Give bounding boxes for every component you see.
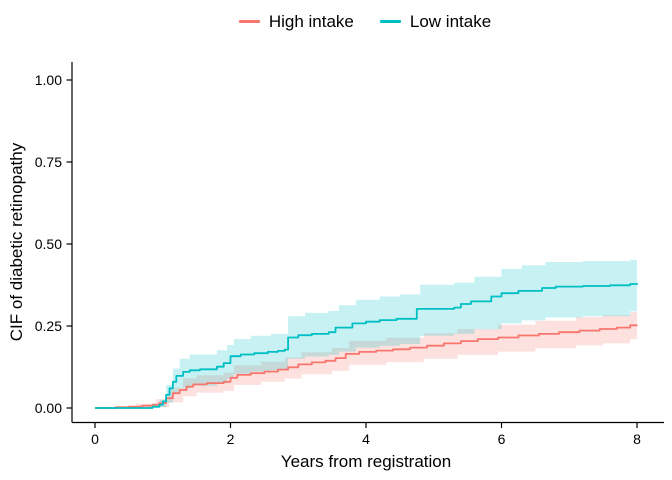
y-axis-title: CIF of diabetic retinopathy: [7, 142, 26, 342]
svg-text:0.00: 0.00: [35, 400, 62, 416]
legend-item-high-intake: High intake: [238, 11, 354, 31]
svg-text:0.75: 0.75: [35, 154, 62, 170]
legend-key-line-low-intake: [379, 19, 401, 23]
x-axis-title: Years from registration: [280, 452, 452, 471]
svg-text:4: 4: [362, 431, 370, 447]
legend-label-low-intake: Low intake: [409, 11, 492, 31]
legend-label-high-intake: High intake: [268, 11, 354, 31]
legend-key-line-high-intake: [238, 19, 260, 23]
svg-text:8: 8: [633, 431, 641, 447]
legend-item-low-intake: Low intake: [379, 11, 492, 31]
svg-text:0.50: 0.50: [35, 236, 62, 252]
svg-text:2: 2: [227, 431, 235, 447]
svg-text:0: 0: [91, 431, 99, 447]
svg-text:0.25: 0.25: [35, 318, 62, 334]
legend: High intake Low intake: [72, 8, 658, 34]
svg-text:1.00: 1.00: [35, 72, 62, 88]
svg-text:6: 6: [498, 431, 506, 447]
